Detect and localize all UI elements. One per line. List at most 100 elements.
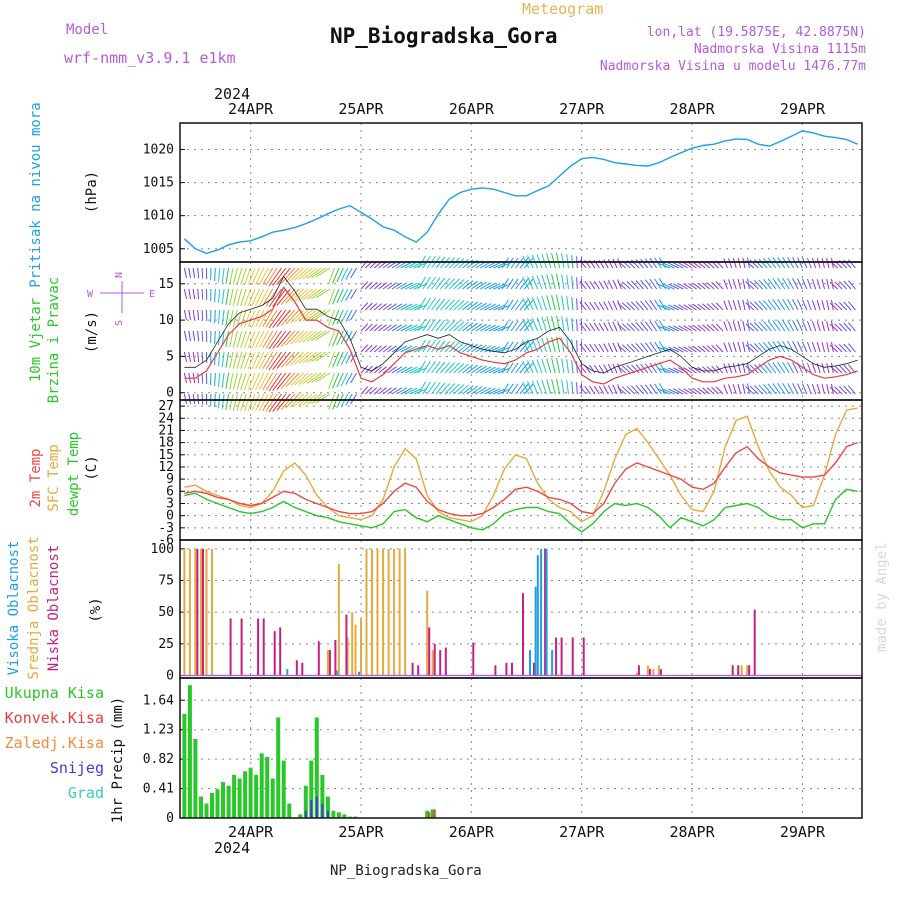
wind-barb — [519, 383, 529, 395]
low-cloud-bar — [444, 647, 447, 676]
wind-barb — [593, 385, 600, 395]
wind-axis-title-1: 10m Vjetar — [28, 298, 44, 382]
wind-barb — [183, 330, 187, 341]
wind-barb — [649, 278, 658, 290]
wind-barb — [723, 342, 728, 353]
wind-barb — [546, 253, 552, 269]
wind-barb — [400, 366, 413, 374]
wind-barb — [834, 323, 843, 332]
wind-barb — [444, 278, 456, 290]
total-rain-bar — [243, 771, 248, 818]
wind-barb — [584, 280, 591, 290]
wind-barb — [723, 321, 728, 332]
wind-barb — [444, 257, 456, 269]
wind-barb — [683, 304, 693, 311]
wind-barb — [192, 288, 196, 299]
cloud-axis-title-low: Niska Oblacnost — [46, 545, 62, 671]
wind-barb — [417, 297, 426, 311]
x-tick-label-bottom: 26APR — [449, 823, 495, 841]
wind-barb — [244, 309, 252, 328]
wind-barb — [240, 309, 247, 328]
wind-barb — [294, 267, 309, 281]
wind-barb — [728, 258, 733, 269]
wind-barb — [561, 274, 565, 290]
wind-barb — [806, 278, 812, 290]
total-rain-bar — [248, 767, 253, 818]
mid-cloud-bar — [652, 669, 655, 676]
wind-barb — [336, 309, 344, 325]
pressure-line — [183, 130, 858, 255]
wind-barb — [192, 393, 196, 404]
wind-barb — [673, 304, 684, 311]
total-rain-bar — [199, 796, 203, 818]
wind-barb — [306, 393, 322, 405]
wind-barb — [737, 320, 742, 332]
wind-barb — [782, 298, 790, 311]
total-rain-bar — [287, 803, 292, 818]
low-cloud-bar — [262, 618, 265, 676]
wind-barb — [612, 321, 618, 332]
wind-barb — [522, 276, 530, 290]
wind-barb — [280, 309, 296, 326]
lonlat-label: lon,lat (19.5875E, 42.8875N) — [647, 25, 866, 40]
wind-barb — [431, 298, 441, 311]
wind-barb — [294, 330, 309, 344]
low-cloud-bar — [753, 609, 756, 676]
wind-barb — [369, 324, 378, 332]
wind-barb — [697, 303, 706, 311]
mid-cloud-bar — [426, 590, 429, 676]
wind-barb — [373, 324, 382, 332]
panel-frame — [179, 677, 863, 819]
wind-barb — [214, 309, 216, 324]
wind-barb — [236, 309, 243, 328]
wind-barb — [658, 325, 671, 332]
total-rain-bar — [276, 717, 281, 818]
precip-unit-label: 1hr Precip (mm) — [110, 697, 126, 823]
wind-barb — [527, 381, 534, 395]
wind-barb — [183, 288, 187, 299]
y-tick-label: 75 — [158, 574, 174, 589]
wind-barb — [409, 283, 423, 290]
wind-barb — [519, 299, 529, 311]
wind-barb — [431, 277, 441, 290]
wind-barb — [396, 366, 408, 374]
wind-barb — [360, 365, 369, 374]
wind-barb — [644, 363, 653, 374]
wind-barb — [706, 366, 715, 374]
total-rain-bar — [187, 685, 192, 818]
wind-barb — [265, 309, 278, 328]
wind-barb — [737, 362, 742, 374]
wind-barb — [280, 393, 296, 410]
wind-barb — [197, 351, 200, 363]
wind-barb — [197, 330, 200, 342]
wind-barb — [378, 345, 387, 353]
wind-barb — [556, 294, 561, 311]
wind-barb — [706, 303, 715, 311]
wind-barb — [711, 344, 719, 353]
wind-barb — [683, 262, 693, 269]
wind-barb — [510, 278, 519, 290]
wind-barb — [426, 381, 436, 395]
wind-barb — [360, 323, 369, 332]
wind-barb — [576, 277, 578, 290]
wind-barb — [797, 383, 803, 395]
wind-barb — [453, 363, 465, 374]
wind-barb — [668, 304, 680, 311]
wind-barb — [188, 267, 191, 278]
y-tick-label: 50 — [158, 605, 174, 620]
compass-north-label: N — [114, 272, 125, 278]
wind-barb — [221, 288, 225, 304]
model-name: wrf-nmm_v3.9.1 e1km — [64, 49, 236, 67]
mid-cloud-bar — [371, 548, 373, 676]
wind-barb — [706, 282, 715, 290]
wind-barb — [838, 344, 847, 353]
wind-barb — [678, 325, 688, 332]
high-cloud-bar — [286, 669, 289, 676]
wind-barb — [631, 301, 640, 311]
wind-barb — [306, 288, 322, 300]
high-cloud-bar — [540, 548, 543, 676]
wind-barb — [711, 365, 719, 374]
wind-barb — [589, 364, 596, 374]
wind-barb — [617, 386, 627, 395]
wind-barb — [391, 324, 403, 332]
